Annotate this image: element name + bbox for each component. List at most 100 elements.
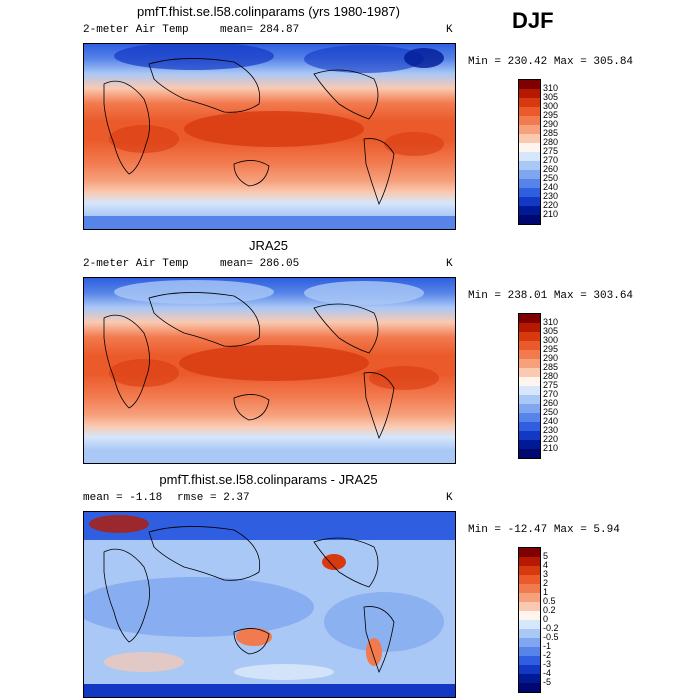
colorbar-swatch [519, 341, 540, 350]
colorbar-tick-label: 290 [543, 353, 559, 363]
panel-1-variable-label: 2-meter Air Temp [83, 24, 189, 36]
colorbar-swatch [519, 449, 540, 458]
colorbar-swatch [519, 107, 540, 116]
colorbar-tick-label: 240 [543, 416, 559, 426]
colorbar-tick-label: 310 [543, 317, 559, 327]
colorbar-tick-label: 0.5 [543, 596, 556, 606]
colorbar-tick-label: 230 [543, 191, 559, 201]
colorbar-tick-label: 295 [543, 344, 559, 354]
colorbar-tick-label: 300 [543, 335, 559, 345]
colorbar-swatch [519, 548, 540, 557]
colorbar-swatch [519, 98, 540, 107]
colorbar-swatch [519, 170, 540, 179]
colorbar-swatch [519, 377, 540, 386]
colorbar-tick-label: 285 [543, 128, 559, 138]
colorbar-tick-label: 275 [543, 380, 559, 390]
panel-3-map [83, 511, 456, 698]
colorbar-swatch [519, 647, 540, 656]
colorbar-tick-label: -3 [543, 659, 552, 669]
colorbar-swatch [519, 638, 540, 647]
colorbar-tick-label: 0.2 [543, 605, 556, 615]
colorbar-tick-label: 280 [543, 137, 559, 147]
season-label: DJF [512, 8, 554, 33]
colorbar-swatch [519, 359, 540, 368]
panel-1-colorbar: 310 305 300 295 290 285 280 275 270 260 250 240 230 2… [518, 79, 558, 225]
colorbar-swatch [519, 629, 540, 638]
colorbar-swatch [519, 350, 540, 359]
colorbar-swatch [519, 80, 540, 89]
colorbar-tick-label: 260 [543, 164, 559, 174]
colorbar-tick-label: 1 [543, 587, 549, 597]
colorbar-swatch [519, 332, 540, 341]
colorbar-swatch [519, 143, 540, 152]
colorbar-swatch [519, 206, 540, 215]
colorbar-swatch [519, 152, 540, 161]
colorbar-swatch [519, 422, 540, 431]
colorbar-swatch [519, 197, 540, 206]
colorbar-swatch [519, 566, 540, 575]
colorbar-tick-label: 220 [543, 200, 559, 210]
colorbar-swatch [519, 674, 540, 683]
panel-2-mean-label: mean= 286.05 [220, 258, 300, 270]
colorbar-tick-label: 270 [543, 155, 559, 165]
colorbar-swatch [519, 386, 540, 395]
panel-3-minmax: Min = -12.47 Max = 5.94 [468, 524, 620, 536]
colorbar-swatch [519, 656, 540, 665]
colorbar-tick-label: 240 [543, 182, 559, 192]
colorbar-swatch [519, 188, 540, 197]
colorbar-tick-label: -1 [543, 641, 552, 651]
colorbar-tick-label: -5 [543, 677, 552, 687]
colorbar-swatch [519, 179, 540, 188]
colorbar-swatch [519, 89, 540, 98]
colorbar-tick-label: 310 [543, 83, 559, 93]
panel-1-map-svg [84, 44, 455, 229]
panel-1-minmax: Min = 230.42 Max = 305.84 [468, 56, 634, 68]
panel-3-unit-label: K [446, 492, 453, 504]
colorbar-tick-label: -0.2 [543, 623, 559, 633]
colorbar-swatch [519, 368, 540, 377]
colorbar-tick-label: -2 [543, 650, 552, 660]
colorbar-swatch [519, 602, 540, 611]
colorbar-tick-label: 285 [543, 362, 559, 372]
panel-1-unit-label: K [446, 24, 453, 36]
colorbar-tick-label: 0 [543, 614, 549, 624]
colorbar-swatch [519, 611, 540, 620]
colorbar-swatch [519, 323, 540, 332]
panel-3-mean-label: mean = -1.18 [83, 492, 163, 504]
panel-2-map [83, 277, 456, 464]
colorbar-tick-label: 3 [543, 569, 549, 579]
colorbar-swatch [519, 404, 540, 413]
colorbar-tick-label: 295 [543, 110, 559, 120]
colorbar-swatch [519, 593, 540, 602]
colorbar-swatch [519, 431, 540, 440]
colorbar-tick-label: 250 [543, 173, 559, 183]
colorbar-tick-label: -4 [543, 668, 552, 678]
colorbar-tick-label: 210 [543, 209, 559, 219]
colorbar-swatch [519, 314, 540, 323]
panel-1-title: pmfT.fhist.se.l58.colinparams (yrs 1980-… [136, 4, 400, 19]
colorbar-tick-label: 305 [543, 326, 559, 336]
colorbar-tick-label: 250 [543, 407, 559, 417]
panel-2-title: JRA25 [248, 238, 289, 253]
colorbar-tick-label: 305 [543, 92, 559, 102]
colorbar-swatch [519, 665, 540, 674]
panel-2-unit-label: K [446, 258, 453, 270]
panel-3-title: pmfT.fhist.se.l58.colinparams - JRA25 [159, 472, 378, 487]
panel-1-mean-label: mean= 284.87 [220, 24, 300, 36]
colorbar-tick-label: 290 [543, 119, 559, 129]
colorbar-tick-label: 2 [543, 578, 549, 588]
colorbar-swatch [519, 161, 540, 170]
colorbar-swatch [519, 413, 540, 422]
colorbar-swatch [519, 215, 540, 224]
panel-1-map [83, 43, 456, 230]
panel-3-rmse-label: rmse = 2.37 [177, 492, 250, 504]
colorbar-swatch [519, 395, 540, 404]
colorbar-swatch [519, 440, 540, 449]
colorbar-swatch [519, 134, 540, 143]
panel-2-colorbar: 310 305 300 295 290 285 280 275 270 260 250 240 230 2… [518, 313, 558, 459]
colorbar-tick-label: 300 [543, 101, 559, 111]
colorbar-swatch [519, 116, 540, 125]
colorbar-swatch [519, 557, 540, 566]
colorbar-tick-label: 260 [543, 398, 559, 408]
colorbar-tick-label: -0.5 [543, 632, 559, 642]
